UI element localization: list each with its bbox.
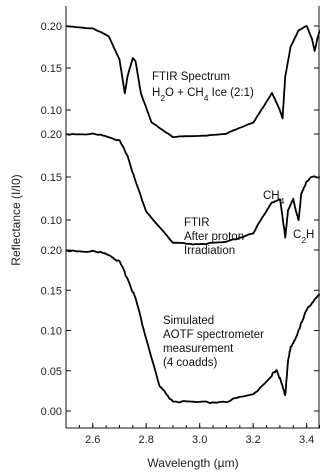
axes: 0.20 0.15 0.10 0.20 0.15 0.10 0.20 0.15 0.10 0.05… — [41, 6, 320, 446]
annotation-line: measurement — [163, 343, 234, 355]
labels: Wavelength (µm) Reflectance (I/I0) FTIR Sp… — [9, 71, 314, 470]
annotation-line: After proton — [184, 231, 244, 243]
y-axis-title: Reflectance (I/I0) — [9, 174, 23, 265]
y-tick-label: 0.20 — [41, 21, 62, 33]
y-tick-label: 0.05 — [41, 366, 62, 378]
annotation-line: Simulated — [163, 315, 214, 327]
annotation-line: (4 coadds) — [163, 357, 218, 369]
x-tick-label: 3.2 — [246, 434, 261, 446]
annotation-line: FTIR — [184, 217, 210, 229]
annotation-line: FTIR Spectrum — [152, 71, 230, 83]
spectra-curves — [65, 25, 320, 404]
annotation-line: AOTF spectrometer — [163, 329, 264, 341]
spectrum-line-2 — [65, 132, 320, 246]
y-tick-label: 0.10 — [41, 105, 62, 117]
y-tick-label: 0.15 — [41, 172, 62, 184]
y-tick-label: 0.00 — [41, 406, 62, 418]
y-tick-label: 0.15 — [41, 63, 62, 75]
y-tick-label: 0.20 — [41, 129, 62, 141]
x-tick-label: 2.6 — [85, 434, 100, 446]
y-tick-label: 0.20 — [41, 245, 62, 257]
spectrum-line-3 — [65, 249, 320, 404]
x-tick-label: 3.4 — [299, 434, 314, 446]
spectrum-line-1 — [65, 25, 320, 138]
y-tick-label: 0.10 — [41, 326, 62, 338]
annotation-line: H2O + CH4 Ice (2:1) — [152, 87, 254, 103]
band-label-ch4: CH4 — [263, 190, 285, 206]
y-tick-label: 0.10 — [41, 215, 62, 227]
x-axis-title: Wavelength (µm) — [147, 456, 238, 470]
x-tick-label: 3.0 — [192, 434, 207, 446]
band-label-c2h: C2H — [293, 229, 314, 245]
y-tick-label: 0.15 — [41, 285, 62, 297]
annotation-line: Irradiation — [184, 245, 235, 257]
x-tick-label: 2.8 — [139, 434, 154, 446]
